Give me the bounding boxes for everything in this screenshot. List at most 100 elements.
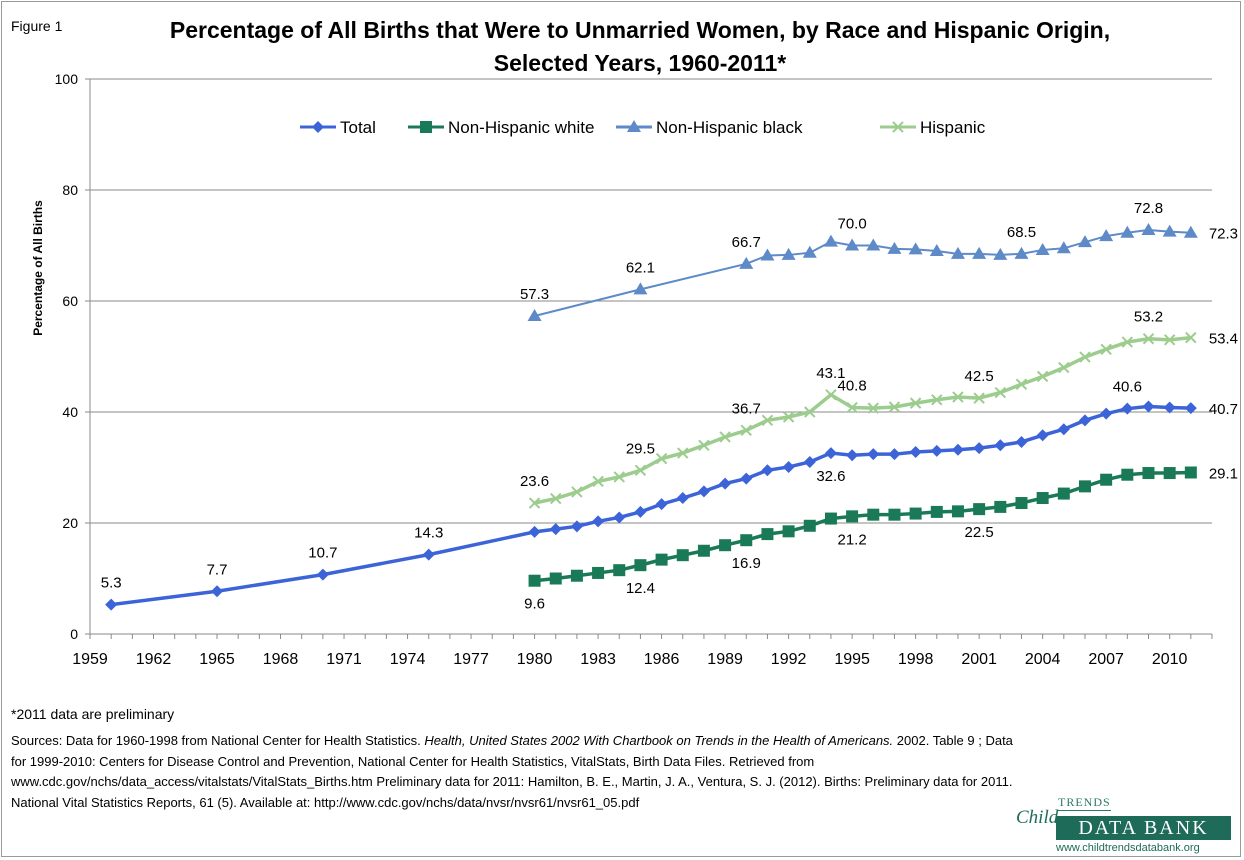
data-point <box>570 520 583 533</box>
data-label: 72.8 <box>1134 200 1163 217</box>
data-label: 72.3 <box>1209 226 1238 243</box>
data-point <box>909 445 922 458</box>
data-point <box>422 548 435 561</box>
x-marker-stroke <box>1058 361 1070 374</box>
x-marker-stroke <box>1163 334 1176 346</box>
data-label: 10.7 <box>308 545 337 562</box>
x-marker-stroke <box>931 394 943 406</box>
data-point <box>952 391 964 403</box>
data-point <box>1183 225 1198 238</box>
data-label: 57.3 <box>520 286 549 303</box>
x-tick-label: 1959 <box>72 651 108 668</box>
data-point <box>740 472 753 485</box>
data-label: 21.2 <box>838 531 867 548</box>
data-point <box>570 569 583 582</box>
data-point <box>592 566 605 579</box>
data-point <box>1015 435 1028 448</box>
legend-item-hispanic: Hispanic <box>880 118 986 137</box>
x-marker-stroke <box>1185 331 1197 344</box>
data-point <box>1099 229 1114 242</box>
x-tick-label: 1986 <box>644 651 680 668</box>
data-point <box>1163 401 1176 414</box>
data-point <box>1184 402 1197 415</box>
legend-item-non-hispanic-black: Non-Hispanic black <box>616 118 803 137</box>
line-chart: 0 20 40 60 80 100 1959 1962 1965 1968 1971 1974 1977… <box>55 71 1238 668</box>
series-line <box>534 335 1192 505</box>
legend-label: Non-Hispanic white <box>448 118 594 137</box>
data-label: 40.7 <box>1209 401 1238 418</box>
x-tick-label: 1965 <box>199 651 235 668</box>
grid-lines <box>90 78 1212 524</box>
x-tick-label: 1968 <box>263 651 299 668</box>
data-point <box>866 238 881 251</box>
x-marker-stroke <box>592 475 604 488</box>
data-label: 22.5 <box>965 524 994 541</box>
data-point <box>761 528 774 541</box>
x-marker-stroke <box>1121 336 1134 348</box>
data-point <box>1035 242 1050 255</box>
y-tick-label: 80 <box>62 182 78 198</box>
x-marker-stroke <box>550 492 562 505</box>
x-marker-stroke <box>1100 343 1112 355</box>
x-marker-stroke <box>655 452 668 465</box>
x-marker-stroke <box>892 121 904 133</box>
data-point <box>888 401 901 413</box>
data-point <box>1057 487 1070 500</box>
data-point <box>994 386 1007 399</box>
x-tick-label: 1989 <box>707 651 743 668</box>
x-tick-label: 2007 <box>1088 651 1124 668</box>
data-label: 36.7 <box>732 400 761 417</box>
data-point <box>1185 331 1197 344</box>
data-point <box>994 439 1007 452</box>
data-label: 14.3 <box>414 525 443 542</box>
data-point <box>951 443 964 456</box>
data-point <box>1163 467 1176 480</box>
data-point <box>846 449 859 462</box>
data-point <box>655 498 668 511</box>
x-marker-stroke <box>825 389 837 401</box>
data-point <box>1142 400 1155 413</box>
sources-note: Sources: Data for 1960-1998 from Nationa… <box>11 731 1021 813</box>
data-point <box>930 444 943 457</box>
x-marker-stroke <box>846 401 858 414</box>
x-marker-stroke <box>571 486 583 498</box>
y-tick-label: 100 <box>55 71 79 87</box>
series-line <box>110 404 1191 607</box>
data-point <box>634 464 647 476</box>
data-point <box>1078 414 1091 427</box>
x-tick-label: 1998 <box>898 651 934 668</box>
data-point <box>972 246 987 259</box>
data-label: 53.2 <box>1134 309 1163 326</box>
data-point <box>846 510 859 523</box>
x-marker-stroke <box>740 424 752 437</box>
data-point <box>782 411 795 423</box>
x-tick-label: 1995 <box>834 651 870 668</box>
data-point <box>592 515 605 528</box>
data-label: 53.4 <box>1209 331 1238 348</box>
data-point <box>973 442 986 455</box>
data-point <box>634 505 647 518</box>
series-non-hispanic-black <box>527 222 1198 321</box>
data-point <box>1036 492 1049 505</box>
data-point <box>211 585 224 598</box>
x-tick-label: 1983 <box>580 651 616 668</box>
data-point <box>1100 473 1113 486</box>
data-point <box>571 486 583 498</box>
data-point <box>316 568 329 581</box>
data-point <box>760 248 775 261</box>
data-point <box>719 477 732 490</box>
y-tick-label: 60 <box>62 293 78 309</box>
x-marker-stroke <box>867 402 879 414</box>
x-marker-stroke <box>804 406 816 418</box>
x-marker-stroke <box>952 391 964 403</box>
sources-text-1: Sources: Data for 1960-1998 from Nationa… <box>11 733 425 748</box>
x-marker-stroke <box>613 471 625 483</box>
data-point <box>633 282 648 295</box>
data-point <box>1162 224 1177 237</box>
data-point <box>613 564 626 577</box>
data-label: 7.7 <box>207 561 228 578</box>
data-point <box>719 431 731 443</box>
data-point <box>1100 343 1112 355</box>
data-point <box>677 447 689 459</box>
legend-swatch-marker <box>627 120 641 132</box>
